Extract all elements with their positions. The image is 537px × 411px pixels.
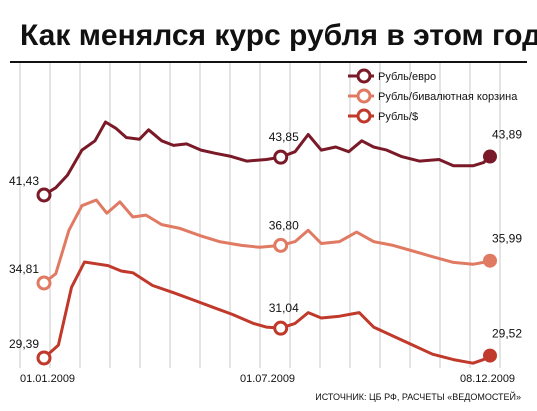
legend-label: Рубль/$ bbox=[378, 111, 418, 123]
end-marker bbox=[483, 253, 497, 268]
end-marker bbox=[483, 348, 497, 363]
legend: Рубль/евро Рубль/бивалютная корзина Рубль/… bbox=[348, 68, 518, 124]
mid-marker bbox=[273, 320, 289, 336]
source-note: ИСТОЧНИК: ЦБ РФ, РАСЧЕТЫ «ВЕДОМОСТЕЙ» bbox=[315, 391, 521, 402]
start-marker bbox=[36, 187, 52, 203]
end-marker bbox=[483, 149, 497, 164]
series-line bbox=[42, 260, 491, 365]
legend-label: Рубль/евро bbox=[378, 71, 436, 83]
x-tick-label: 08.12.2009 bbox=[460, 373, 515, 385]
value-label: 34,81 bbox=[9, 262, 39, 276]
value-label: 29,52 bbox=[492, 327, 522, 341]
value-label: 41,43 bbox=[9, 174, 39, 188]
start-marker bbox=[36, 350, 52, 366]
mid-marker bbox=[273, 149, 289, 165]
series-layer: 41,43 43,85 43,89 34,81 36,80 35,99 29,39 31,04… bbox=[9, 120, 522, 366]
mid-marker bbox=[273, 237, 289, 253]
legend-swatch-marker bbox=[356, 68, 372, 84]
series-line bbox=[43, 120, 492, 197]
value-label: 29,39 bbox=[9, 337, 39, 351]
start-marker bbox=[36, 275, 52, 291]
chart-title: Как менялся курс рубля в этом году bbox=[20, 19, 537, 52]
legend-swatch-marker bbox=[356, 88, 372, 104]
value-label: 36,80 bbox=[269, 218, 299, 232]
x-tick-label: 01.07.2009 bbox=[240, 373, 295, 385]
series-line bbox=[43, 198, 491, 285]
value-label: 31,04 bbox=[269, 301, 299, 315]
legend-label: Рубль/бивалютная корзина bbox=[378, 91, 518, 103]
legend-swatch-marker bbox=[356, 108, 372, 124]
x-tick-label: 01.01.2009 bbox=[20, 373, 75, 385]
value-label: 43,89 bbox=[492, 128, 522, 142]
value-label: 43,85 bbox=[269, 130, 299, 144]
value-label: 35,99 bbox=[492, 232, 522, 246]
grid bbox=[10, 61, 527, 368]
